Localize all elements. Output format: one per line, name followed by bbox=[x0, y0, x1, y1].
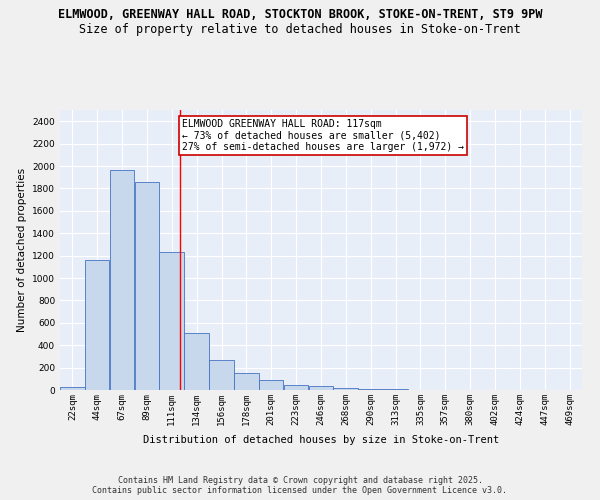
Bar bbox=[160, 252, 184, 390]
Bar bbox=[184, 333, 209, 390]
Bar bbox=[259, 380, 283, 390]
Bar bbox=[334, 388, 358, 390]
Bar bbox=[234, 373, 259, 390]
Bar bbox=[308, 386, 333, 390]
Text: Distribution of detached houses by size in Stoke-on-Trent: Distribution of detached houses by size … bbox=[143, 435, 499, 445]
Text: ELMWOOD GREENWAY HALL ROAD: 117sqm
← 73% of detached houses are smaller (5,402)
: ELMWOOD GREENWAY HALL ROAD: 117sqm ← 73%… bbox=[182, 119, 464, 152]
Bar bbox=[209, 360, 234, 390]
Bar bbox=[284, 385, 308, 390]
Bar bbox=[85, 260, 109, 390]
Text: ELMWOOD, GREENWAY HALL ROAD, STOCKTON BROOK, STOKE-ON-TRENT, ST9 9PW: ELMWOOD, GREENWAY HALL ROAD, STOCKTON BR… bbox=[58, 8, 542, 20]
Bar bbox=[134, 182, 159, 390]
Bar bbox=[110, 170, 134, 390]
Bar bbox=[358, 389, 383, 390]
Bar bbox=[60, 387, 85, 390]
Text: Size of property relative to detached houses in Stoke-on-Trent: Size of property relative to detached ho… bbox=[79, 22, 521, 36]
Y-axis label: Number of detached properties: Number of detached properties bbox=[17, 168, 26, 332]
Text: Contains HM Land Registry data © Crown copyright and database right 2025.
Contai: Contains HM Land Registry data © Crown c… bbox=[92, 476, 508, 495]
